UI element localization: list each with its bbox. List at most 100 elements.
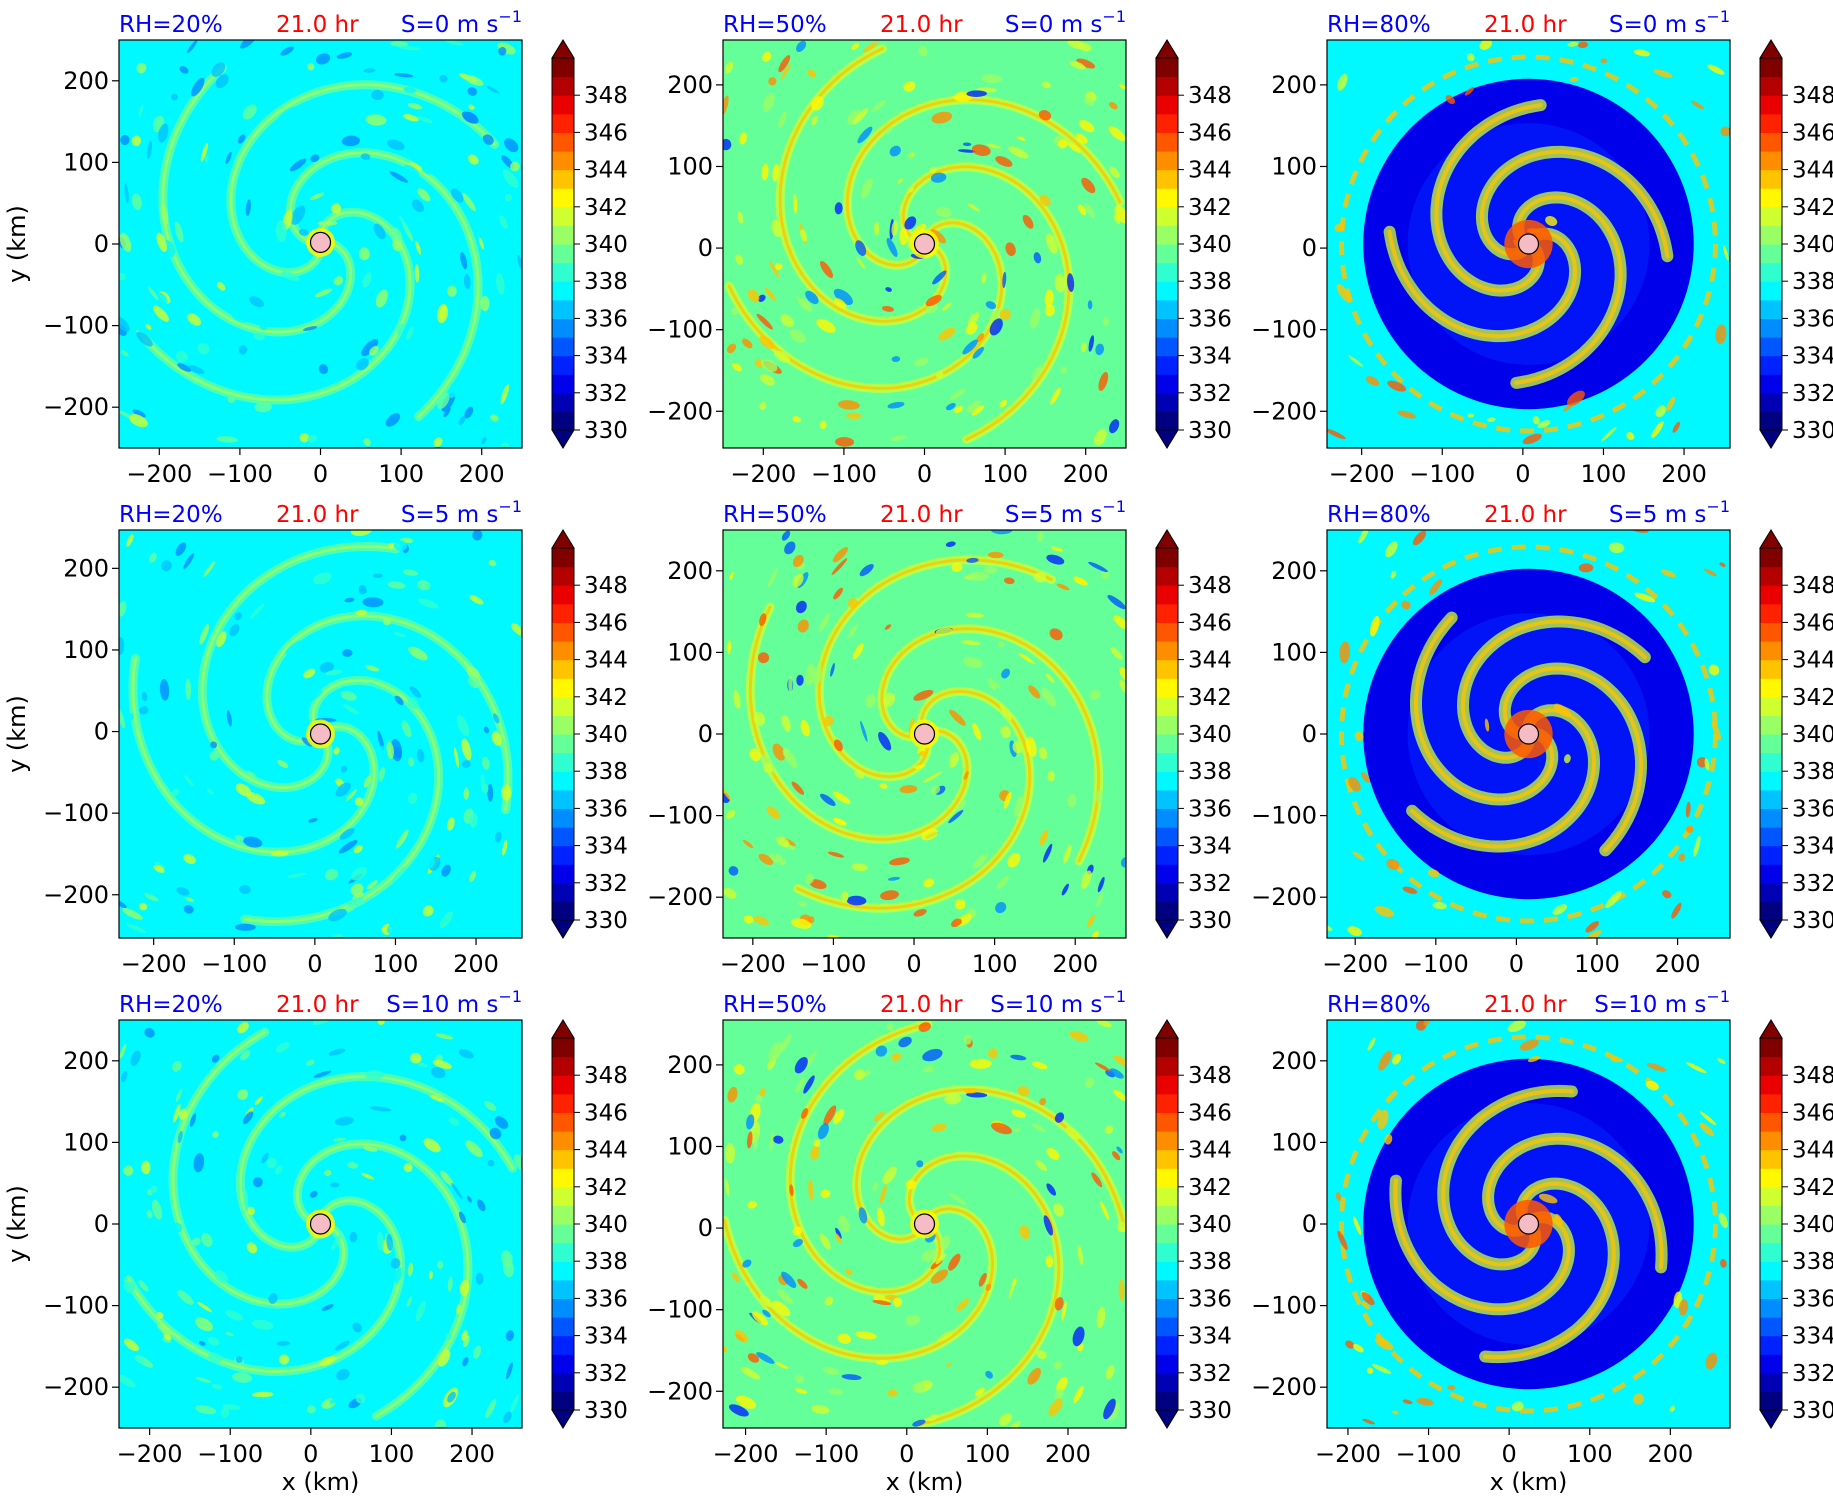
field-blob (119, 316, 130, 332)
field-blob (881, 305, 895, 312)
colorbar-band (1156, 225, 1178, 245)
field-blob (138, 1279, 149, 1292)
field-blob (1003, 577, 1015, 585)
spiral-band-core (1410, 708, 1597, 849)
colorbar-tick-label: 342 (584, 1175, 628, 1201)
field-blob (237, 134, 246, 144)
field-blob (170, 93, 178, 101)
field-blob (408, 792, 418, 804)
field-blob (171, 788, 180, 797)
colorbar-extend-max (551, 1019, 575, 1039)
field-blob (1017, 1085, 1030, 1097)
field-blob (1083, 97, 1095, 106)
field-blob (461, 738, 472, 761)
field-blob (314, 288, 333, 298)
colorbar-band (1156, 548, 1178, 568)
field-blob (904, 216, 917, 230)
field-blob (308, 1329, 317, 1334)
field-blob (505, 1330, 514, 1342)
colorbar-band (1760, 1112, 1782, 1132)
field-blob (298, 228, 309, 236)
spiral-band-core (1387, 229, 1578, 339)
field-blob (967, 312, 980, 326)
field-blob (1339, 641, 1351, 664)
colorbar-tick-label: 346 (1188, 1100, 1232, 1126)
colorbar-band (552, 641, 574, 661)
field-blob (268, 1293, 278, 1304)
field-blob (886, 237, 898, 257)
field-blob (1704, 758, 1710, 771)
field-blob (1545, 215, 1558, 227)
field-blob (1669, 1405, 1676, 1413)
field-blob (500, 384, 510, 405)
field-blob (501, 784, 512, 801)
field-blob (883, 692, 896, 707)
field-blob (833, 288, 853, 305)
colorbar-band (552, 95, 574, 115)
field-blob (841, 1374, 862, 1381)
field-blob (1031, 1061, 1048, 1070)
field-blob (792, 1239, 804, 1248)
field-blob (976, 333, 985, 343)
field-blob (792, 416, 801, 423)
storm-center-marker (1517, 723, 1540, 745)
colorbar-band (552, 752, 574, 772)
field-blob (743, 915, 754, 924)
colorbar-tick-label: 348 (1792, 573, 1833, 599)
colorbar-band (1156, 882, 1178, 902)
field-blob (121, 532, 128, 540)
field-blob (442, 1289, 452, 1304)
y-tick-label: 0 (94, 1210, 109, 1238)
field-blob (1096, 1306, 1106, 1329)
field-blob (1671, 902, 1682, 919)
field-blob (743, 839, 754, 849)
y-tick-label: −200 (647, 1377, 713, 1405)
field-blob (798, 298, 813, 312)
field-blob (879, 1184, 887, 1205)
x-tick-label: −200 (713, 1440, 779, 1468)
field-blob (948, 752, 959, 768)
field-blob (498, 47, 507, 56)
field-blob (226, 50, 234, 58)
field-blob (1002, 271, 1007, 289)
colorbar-extend-max (1155, 529, 1179, 549)
field-blob (732, 690, 741, 709)
field-blob (886, 1022, 894, 1031)
field-blob (1366, 1367, 1374, 1374)
theta-e-field (1327, 1020, 1730, 1428)
field-blob (222, 1404, 241, 1410)
field-blob (1012, 740, 1023, 754)
field-blob (735, 1395, 757, 1409)
field-blob (855, 240, 867, 256)
field-blob (492, 713, 500, 724)
x-tick-label: 0 (303, 1440, 318, 1468)
colorbar-band (552, 299, 574, 319)
colorbar-band (1760, 392, 1782, 412)
x-tick-label: 100 (369, 1440, 415, 1468)
field-blob (1345, 1340, 1355, 1349)
field-blob (509, 615, 516, 622)
field-blob (847, 624, 858, 639)
field-blob (1067, 273, 1075, 292)
field-blob (1116, 1146, 1123, 1154)
field-blob (1672, 421, 1681, 433)
field-blob (1086, 914, 1095, 928)
shear-unit-exponent: −1 (498, 987, 522, 1006)
field-blob (1532, 416, 1540, 425)
field-blob (184, 775, 194, 787)
colorbar-band (1760, 225, 1782, 245)
field-blob (1487, 417, 1496, 422)
field-blob (726, 343, 737, 354)
field-blob (330, 203, 342, 214)
colorbar-band (1760, 1205, 1782, 1225)
field-blob (387, 139, 405, 151)
colorbar-tick-label: 346 (1188, 120, 1232, 146)
colorbar-band (552, 864, 574, 884)
y-tick-label: 200 (1271, 71, 1317, 99)
time-label: 21.0 hr (1484, 12, 1567, 38)
colorbar-band (552, 76, 574, 96)
field-blob (1007, 853, 1021, 868)
field-blob (763, 763, 773, 774)
shear-label: S=5 m s−1 (401, 497, 522, 528)
field-blob (278, 1354, 290, 1365)
